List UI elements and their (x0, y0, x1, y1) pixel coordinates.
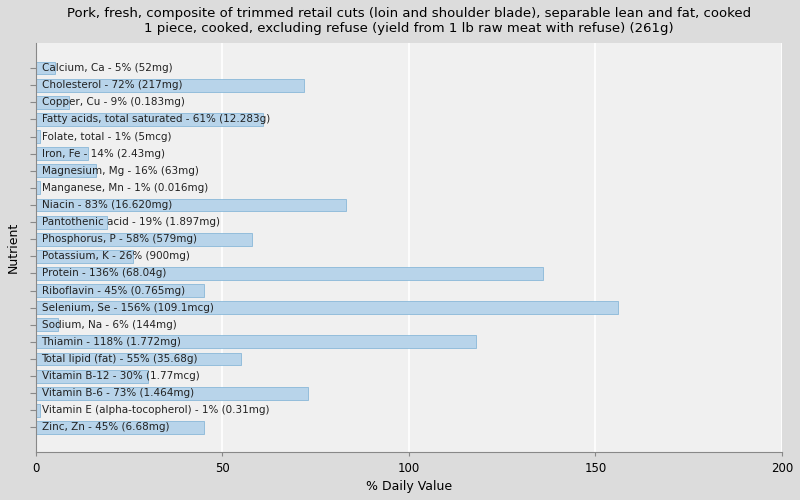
Bar (36, 421, 204, 434)
Text: Phosphorus, P - 58% (579mg): Phosphorus, P - 58% (579mg) (42, 234, 197, 244)
Title: Pork, fresh, composite of trimmed retail cuts (loin and shoulder blade), separab: Pork, fresh, composite of trimmed retail… (67, 7, 751, 35)
Bar (36, 96, 70, 108)
Text: Manganese, Mn - 1% (0.016mg): Manganese, Mn - 1% (0.016mg) (42, 183, 208, 193)
Text: Total lipid (fat) - 55% (35.68g): Total lipid (fat) - 55% (35.68g) (42, 354, 198, 364)
Text: Fatty acids, total saturated - 61% (12.283g): Fatty acids, total saturated - 61% (12.2… (42, 114, 270, 124)
Text: Magnesium, Mg - 16% (63mg): Magnesium, Mg - 16% (63mg) (42, 166, 198, 176)
Bar (36, 79, 305, 92)
Y-axis label: Nutrient: Nutrient (7, 222, 20, 274)
Bar (36, 62, 54, 74)
Bar (36, 147, 88, 160)
Text: Riboflavin - 45% (0.765mg): Riboflavin - 45% (0.765mg) (42, 286, 185, 296)
Bar (36, 336, 476, 348)
Text: Zinc, Zn - 45% (6.68mg): Zinc, Zn - 45% (6.68mg) (42, 422, 169, 432)
Bar (36, 113, 263, 126)
Bar (36, 233, 252, 245)
Bar (36, 404, 40, 416)
Bar (36, 198, 346, 211)
Text: Calcium, Ca - 5% (52mg): Calcium, Ca - 5% (52mg) (42, 63, 172, 73)
Bar (36, 164, 95, 177)
Text: Vitamin B-6 - 73% (1.464mg): Vitamin B-6 - 73% (1.464mg) (42, 388, 194, 398)
Bar (36, 370, 148, 382)
Bar (36, 352, 241, 366)
Text: Copper, Cu - 9% (0.183mg): Copper, Cu - 9% (0.183mg) (42, 98, 184, 108)
Text: Iron, Fe - 14% (2.43mg): Iron, Fe - 14% (2.43mg) (42, 148, 165, 158)
Text: Cholesterol - 72% (217mg): Cholesterol - 72% (217mg) (42, 80, 182, 90)
X-axis label: % Daily Value: % Daily Value (366, 480, 452, 493)
Bar (36, 318, 58, 331)
Text: Protein - 136% (68.04g): Protein - 136% (68.04g) (42, 268, 166, 278)
Text: Vitamin B-12 - 30% (1.77mcg): Vitamin B-12 - 30% (1.77mcg) (42, 371, 199, 381)
Bar (36, 284, 204, 297)
Text: Sodium, Na - 6% (144mg): Sodium, Na - 6% (144mg) (42, 320, 176, 330)
Bar (36, 250, 133, 262)
Text: Selenium, Se - 156% (109.1mcg): Selenium, Se - 156% (109.1mcg) (42, 302, 214, 312)
Text: Niacin - 83% (16.620mg): Niacin - 83% (16.620mg) (42, 200, 172, 210)
Bar (36, 387, 308, 400)
Bar (36, 301, 618, 314)
Bar (36, 182, 40, 194)
Bar (36, 267, 543, 280)
Text: Folate, total - 1% (5mcg): Folate, total - 1% (5mcg) (42, 132, 171, 141)
Text: Pantothenic acid - 19% (1.897mg): Pantothenic acid - 19% (1.897mg) (42, 217, 219, 227)
Text: Vitamin E (alpha-tocopherol) - 1% (0.31mg): Vitamin E (alpha-tocopherol) - 1% (0.31m… (42, 406, 269, 415)
Bar (36, 130, 40, 143)
Text: Thiamin - 118% (1.772mg): Thiamin - 118% (1.772mg) (42, 337, 182, 347)
Text: Potassium, K - 26% (900mg): Potassium, K - 26% (900mg) (42, 252, 190, 262)
Bar (36, 216, 106, 228)
